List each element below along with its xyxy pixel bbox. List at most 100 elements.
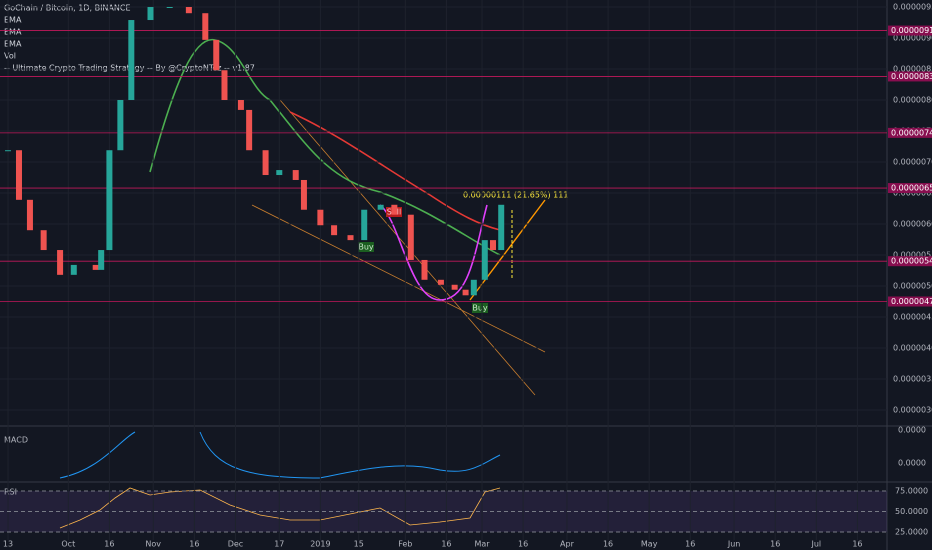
x-tick-label: 16 [441, 540, 451, 549]
level-tag [888, 256, 932, 267]
level-label: 0.00000658 [891, 184, 932, 193]
y-tick-label: 0.00000550 [893, 251, 932, 260]
candle [5, 150, 12, 152]
y-tick-label: 0.00000300 [893, 405, 932, 414]
candle [185, 7, 192, 14]
candle [92, 264, 99, 270]
candle [407, 214, 414, 260]
x-tick-label: Jun [727, 540, 741, 549]
x-tick-label: 17 [274, 540, 284, 549]
pane-title: MACD [4, 436, 28, 445]
y-tick-label: 75.0000 [895, 486, 928, 495]
y-tick-label: 0.00000850 [893, 65, 932, 74]
level-label: 0.00000838 [891, 72, 932, 81]
candle [246, 109, 253, 151]
x-tick-label: Apr [560, 540, 575, 549]
y-tick-label: 0.00000600 [893, 220, 932, 229]
x-tick-label: Mar [474, 540, 490, 549]
x-tick-label: 16 [603, 540, 613, 549]
y-tick-label: 0.0000 [898, 426, 926, 435]
indicator: Vol [4, 52, 16, 61]
candle [498, 204, 505, 251]
x-tick-label: 2019 [310, 540, 330, 549]
candle [437, 279, 444, 285]
macd-line [59, 431, 501, 479]
candle [481, 240, 488, 280]
candle [117, 100, 124, 151]
x-tick-label: 16 [189, 540, 199, 549]
candle [40, 230, 47, 251]
candle [202, 13, 209, 40]
level-tag [888, 183, 932, 194]
x-tick-label: 16 [770, 540, 780, 549]
candle [147, 7, 154, 21]
candle [489, 240, 496, 251]
level-tag [888, 25, 932, 36]
candle [300, 179, 307, 210]
x-tick-label: Feb [398, 540, 412, 549]
x-tick-label: 16 [518, 540, 528, 549]
level-tag [888, 71, 932, 82]
x-tick-label: Oct [61, 540, 75, 549]
y-tick-label: 0.0000 [898, 459, 926, 468]
indicator: EMA [4, 28, 22, 37]
candle [262, 150, 269, 176]
candle [462, 289, 469, 296]
x-tick-label: Dec [228, 540, 243, 549]
y-tick-label: 25.0000 [895, 527, 928, 536]
y-tick-label: 0.00000400 [893, 343, 932, 352]
candle [331, 225, 338, 236]
candle [237, 100, 244, 110]
x-tick-label: 15 [354, 540, 364, 549]
level-label: 0.00000747 [891, 128, 932, 137]
rsi-line [59, 487, 501, 529]
candle [221, 70, 228, 101]
x-tick-label: 16 [852, 540, 862, 549]
level-label: 0.00000912 [891, 26, 932, 35]
indicator: EMA [4, 16, 22, 25]
y-tick-label: 0.00000800 [893, 96, 932, 105]
signal-box [358, 242, 374, 252]
y-tick-label: 0.00000350 [893, 374, 932, 383]
candle [377, 204, 384, 210]
y-tick-label: 0.00000500 [893, 281, 932, 290]
level-label: 0.00000475 [891, 297, 932, 306]
y-tick-label: 0.00000450 [893, 312, 932, 321]
level-tag [888, 296, 932, 307]
x-tick-label: 16 [685, 540, 695, 549]
candle [347, 235, 354, 241]
candle [128, 20, 135, 101]
candle [292, 170, 299, 180]
x-tick-label: Jul [810, 540, 821, 549]
signal: Buy [472, 304, 488, 313]
candle [276, 170, 283, 176]
candle [166, 7, 173, 9]
candle [98, 250, 105, 270]
candle [15, 150, 22, 200]
candle [26, 199, 33, 231]
candle [470, 279, 477, 296]
signal: Buy [358, 243, 374, 252]
y-tick-label: 0.00000900 [893, 34, 932, 43]
candle [451, 284, 458, 290]
x-tick-label: May [641, 540, 658, 549]
y-tick-label: 50.0000 [895, 507, 928, 516]
candle [361, 209, 368, 241]
candle [391, 204, 398, 215]
candle [421, 259, 428, 280]
candle [106, 150, 113, 251]
annotation: 0.00000111 (21.65%) 111 [463, 191, 568, 200]
signal-box [472, 303, 488, 313]
candle [57, 250, 64, 275]
x-tick-label: 13 [3, 540, 13, 549]
symbol: GoChain / Bitcoin, 1D, BINANCE [4, 4, 131, 13]
x-tick-label: 16 [104, 540, 114, 549]
candle [70, 264, 77, 275]
level-tag [888, 127, 932, 138]
x-tick-label: Nov [145, 540, 161, 549]
candle [317, 209, 324, 226]
y-tick-label: 0.00000950 [893, 3, 932, 12]
